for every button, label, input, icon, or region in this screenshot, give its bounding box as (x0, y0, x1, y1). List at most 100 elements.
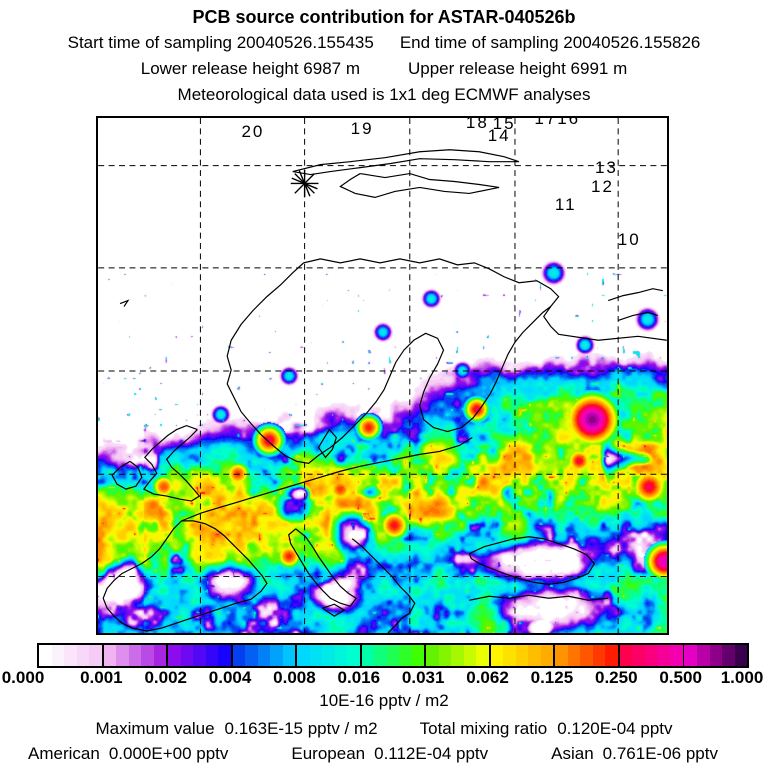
total-ratio-label: Total mixing ratio (419, 719, 548, 738)
european-value: 0.112E-04 pptv (374, 744, 489, 763)
colorbar-step (722, 645, 735, 666)
release-point-star-icon (291, 177, 318, 190)
colorbar-step (734, 645, 748, 666)
max-value-label: Maximum value (95, 719, 215, 738)
colorbar-step (632, 645, 645, 666)
colorbar-step (399, 645, 412, 666)
map-overlay (98, 118, 667, 633)
american-contribution: American 0.000E+00 pptv (28, 744, 228, 764)
colorbar-step (503, 645, 516, 666)
colorbar-segment (619, 645, 685, 666)
colorbar-step (76, 645, 90, 666)
colorbar-step (51, 645, 65, 666)
colorbar-step (257, 645, 271, 666)
colorbar-tick-label: 0.002 (144, 668, 187, 687)
colorbar-step (193, 645, 206, 666)
colorbar-step (218, 645, 231, 666)
colorbar-tick-label: 1.000 (720, 668, 764, 687)
colorbar-step (361, 645, 375, 666)
colorbar-tick-label: 0.031 (401, 668, 445, 687)
colorbar-step (476, 645, 489, 666)
colorbar-step (334, 645, 348, 666)
asian-value: 0.761E-06 pptv (602, 744, 718, 763)
colorbar-segment (297, 645, 362, 666)
colorbar-segment (684, 645, 748, 666)
colorbar-step (89, 645, 102, 666)
track-hour-label: 17 (534, 116, 558, 128)
colorbar-step (438, 645, 452, 666)
colorbar-tick-label: 0.250 (594, 668, 638, 687)
american-value: 0.000E+00 pptv (108, 744, 229, 763)
track-hour-label: 11 (554, 195, 577, 215)
coastline (608, 288, 663, 302)
coastline (617, 311, 659, 321)
track-hour-label: 15 (492, 116, 516, 133)
coastline (322, 603, 346, 617)
colorbar-unit-label: 10E-16 pptv / m2 (319, 691, 449, 710)
colorbar-step (515, 645, 529, 666)
stats-line-2: American 0.000E+00 pptv European 0.112E-04… (28, 744, 718, 764)
header-block: PCB source contribution for ASTAR-040526… (0, 4, 768, 108)
colorbar-step (39, 645, 52, 666)
colorbar-segment (103, 645, 169, 666)
coastline (469, 594, 609, 601)
colorbar-segment (555, 645, 620, 666)
colorbar-segment (39, 645, 104, 666)
sampling-times-line: Start time of sampling 20040526.155435 En… (0, 30, 768, 56)
coastline (303, 258, 667, 341)
european-contribution: European 0.112E-04 pptv (291, 744, 488, 764)
asian-label: Asian (551, 744, 594, 763)
colorbar-step (426, 645, 439, 666)
colorbar-step (644, 645, 658, 666)
colorbar-step (282, 645, 296, 666)
coastline (351, 538, 416, 633)
coastline (226, 262, 552, 464)
track-hour-label: 13 (594, 157, 618, 177)
track-hour-label: 19 (350, 118, 374, 138)
colorbar-step (619, 645, 633, 666)
colorbar-step (567, 645, 581, 666)
colorbar-step (103, 645, 117, 666)
coastline (292, 149, 520, 176)
colorbar-tick-label: 0.001 (80, 668, 123, 687)
track-hour-label: 16 (557, 116, 581, 128)
start-time-text: Start time of sampling 20040526.155435 (67, 33, 374, 52)
coastline (142, 424, 201, 502)
colorbar-step (297, 645, 310, 666)
colorbar-step (451, 645, 464, 666)
colorbar-step (374, 645, 387, 666)
coastline (111, 460, 143, 490)
coastline (317, 428, 338, 459)
met-data-line: Meteorological data used is 1x1 deg ECMW… (177, 85, 591, 104)
colorbar-step (141, 645, 154, 666)
colorbar-tick-label: 0.062 (466, 668, 509, 687)
colorbar-tick-labels: 0.000 0.001 0.002 0.004 0.008 0.016 0.031 0.062… (0, 668, 768, 688)
colorbar-step (592, 645, 606, 666)
colorbar (37, 643, 749, 668)
total-ratio-value: 0.120E-04 pptv (557, 719, 673, 738)
end-time-text: End time of sampling 20040526.155826 (399, 33, 701, 52)
colorbar-tick-label: 0.008 (273, 668, 316, 687)
track-hour-label: 18 (465, 116, 489, 132)
colorbar-step (555, 645, 568, 666)
colorbar-step (64, 645, 77, 666)
track-hour-label: 14 (487, 125, 511, 145)
colorbar-step (232, 645, 246, 666)
american-label: American (28, 744, 100, 763)
colorbar-step (322, 645, 335, 666)
page-title: PCB source contribution for ASTAR-040526… (192, 7, 576, 27)
colorbar-step (463, 645, 477, 666)
colorbar-step (180, 645, 194, 666)
colorbar-step (580, 645, 593, 666)
colorbar-step (605, 645, 618, 666)
coastline (468, 536, 596, 585)
colorbar-segment (361, 645, 427, 666)
colorbar-step (116, 645, 129, 666)
colorbar-step (153, 645, 167, 666)
colorbar-tick-label: 0.500 (659, 668, 702, 687)
colorbar-step (684, 645, 697, 666)
colorbar-tick-label: 0.000 (1, 668, 45, 687)
colorbar-tick-label: 0.125 (530, 668, 574, 687)
coastline (288, 528, 358, 607)
